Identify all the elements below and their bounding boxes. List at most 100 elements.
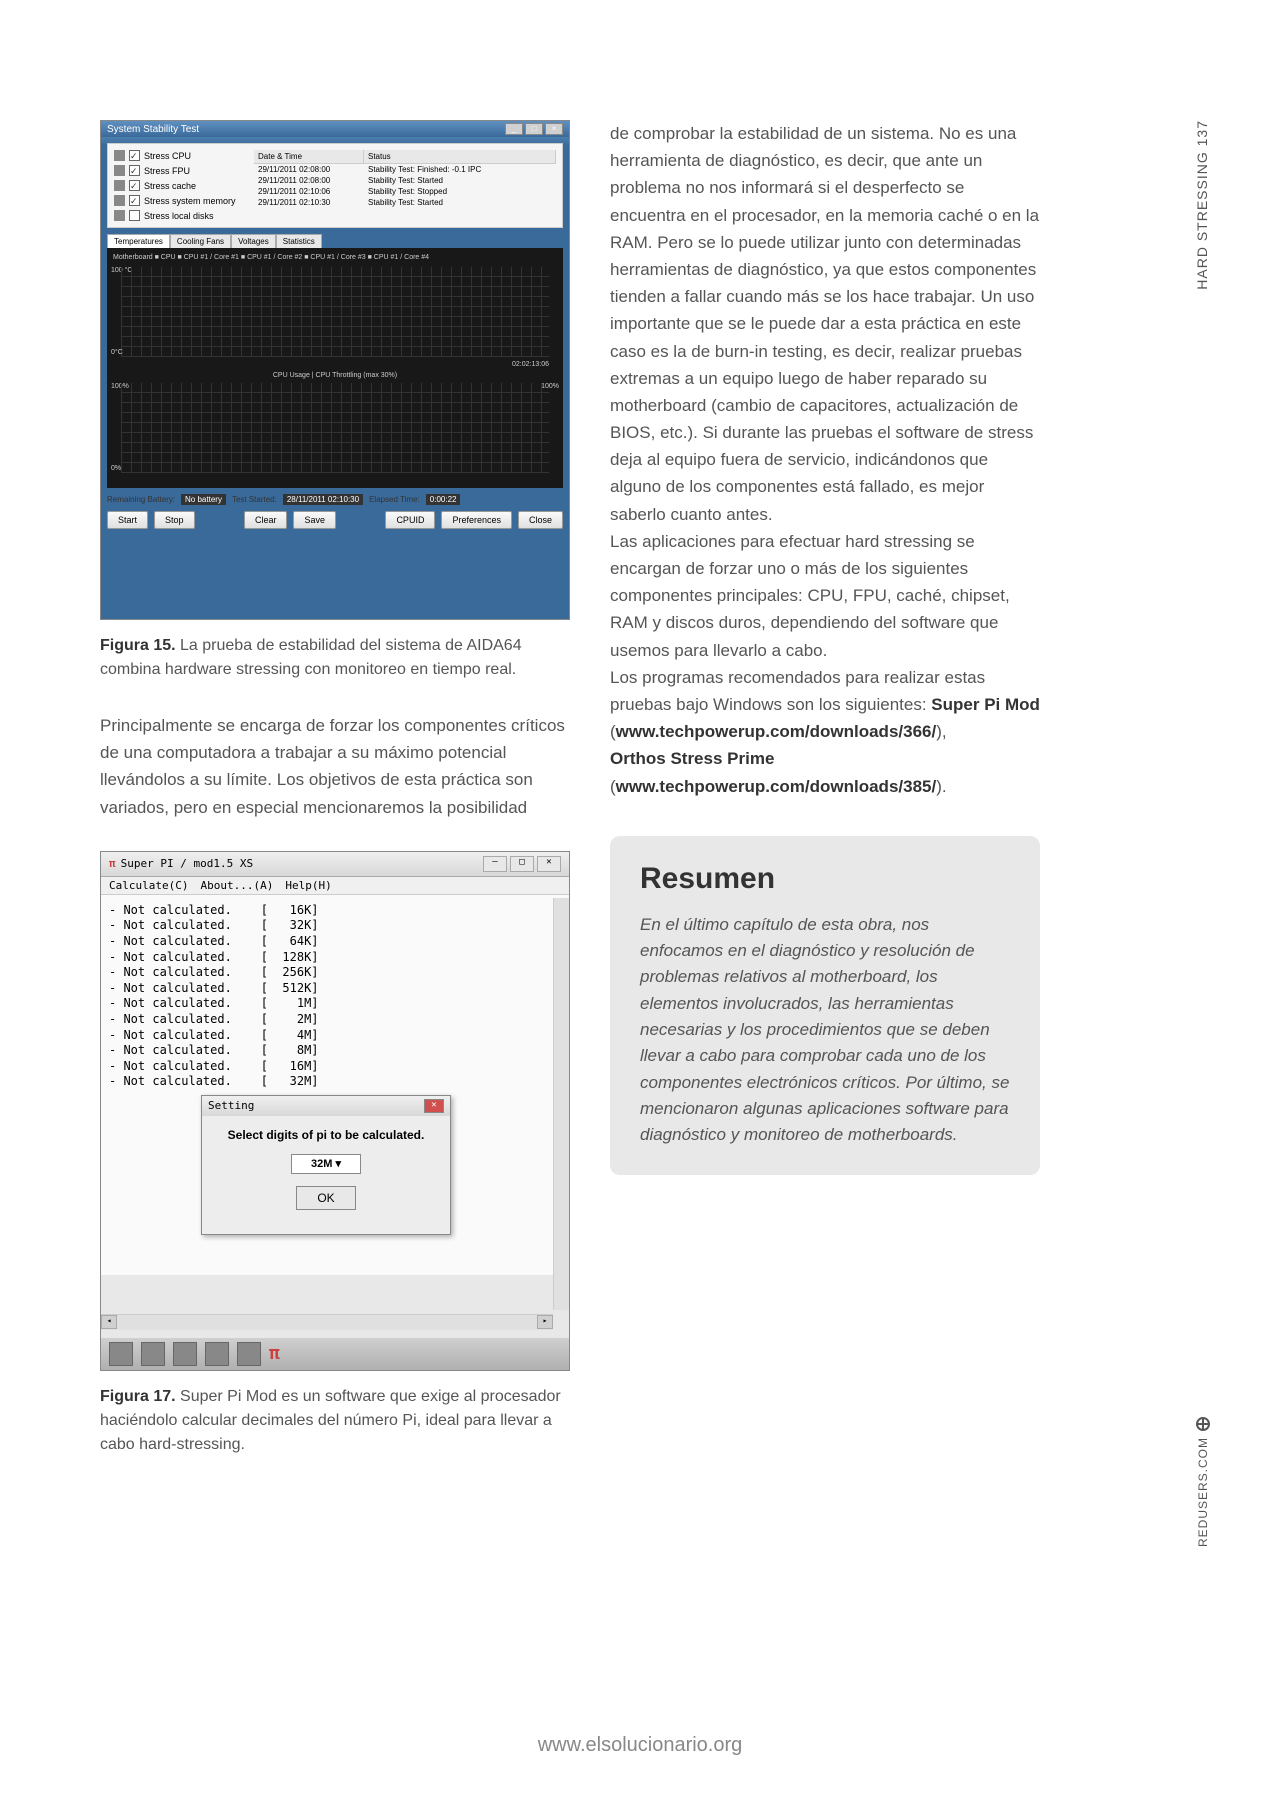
- close-icon[interactable]: ×: [545, 123, 563, 135]
- btn-group-mid: Clear Save: [244, 511, 336, 529]
- summary-body: En el último capítulo de esta obra, nos …: [640, 912, 1010, 1149]
- minimize-icon[interactable]: —: [483, 856, 507, 872]
- cell-status: Stability Test: Started: [364, 197, 556, 208]
- figure-15-label: Figura 15.: [100, 637, 176, 654]
- list-item: - Not calculated. [ 16M]: [109, 1059, 561, 1075]
- list-item: - Not calculated. [ 8M]: [109, 1043, 561, 1059]
- horizontal-scrollbar[interactable]: ◂ ▸: [101, 1314, 553, 1330]
- checkbox-icon[interactable]: [129, 165, 140, 176]
- side-footer: REDUSERS.COM: [1196, 1417, 1210, 1547]
- taskbar: π: [101, 1338, 569, 1370]
- check-stress-disks[interactable]: Stress local disks: [114, 210, 244, 221]
- cpu-usage-chart: [121, 383, 549, 473]
- minimize-icon[interactable]: _: [505, 123, 523, 135]
- list-item: - Not calculated. [ 64K]: [109, 934, 561, 950]
- taskbar-icon[interactable]: [237, 1342, 261, 1366]
- check-label: Stress cache: [144, 181, 196, 191]
- aida-status-row: Remaining Battery: No battery Test Start…: [107, 494, 563, 505]
- superpi-body: - Not calculated. [ 16K] - Not calculate…: [101, 895, 569, 1275]
- menu-help[interactable]: Help(H): [285, 879, 331, 892]
- taskbar-icon[interactable]: [205, 1342, 229, 1366]
- list-item: - Not calculated. [ 128K]: [109, 950, 561, 966]
- usage-title: CPU Usage | CPU Throttling (max 30%): [111, 372, 559, 379]
- clear-button[interactable]: Clear: [244, 511, 288, 529]
- check-stress-fpu[interactable]: Stress FPU: [114, 165, 244, 176]
- list-item: - Not calculated. [ 32K]: [109, 918, 561, 934]
- dialog-prompt: Select digits of pi to be calculated.: [214, 1128, 438, 1144]
- table-row: 29/11/2011 02:10:30Stability Test: Start…: [254, 197, 556, 208]
- table-row: 29/11/2011 02:08:00Stability Test: Start…: [254, 175, 556, 186]
- scroll-left-icon[interactable]: ◂: [101, 1315, 117, 1329]
- chevron-down-icon: ▾: [335, 1158, 341, 1170]
- table-row: 29/11/2011 02:08:00Stability Test: Finis…: [254, 164, 556, 175]
- start-button[interactable]: Start: [107, 511, 148, 529]
- page-content: System Stability Test _ □ × Stress CPU S…: [100, 120, 1110, 1457]
- check-label: Stress system memory: [144, 196, 236, 206]
- aida-check-panel: Stress CPU Stress FPU Stress cache Stres…: [107, 143, 563, 228]
- superpi-title-text: Super PI / mod1.5 XS: [121, 857, 253, 870]
- cell-status: Stability Test: Started: [364, 175, 556, 186]
- close-icon[interactable]: ✕: [537, 856, 561, 872]
- preferences-button[interactable]: Preferences: [441, 511, 512, 529]
- list-item: - Not calculated. [ 512K]: [109, 981, 561, 997]
- tab-temperatures[interactable]: Temperatures: [107, 234, 170, 248]
- tab-statistics[interactable]: Statistics: [276, 234, 322, 248]
- save-button[interactable]: Save: [293, 511, 336, 529]
- taskbar-icon[interactable]: [173, 1342, 197, 1366]
- superpi-screenshot: π Super PI / mod1.5 XS — □ ✕ Calculate(C…: [100, 851, 570, 1371]
- checkbox-icon[interactable]: [129, 195, 140, 206]
- figure-17-caption: Figura 17. Super Pi Mod es un software q…: [100, 1385, 570, 1457]
- tab-cooling-fans[interactable]: Cooling Fans: [170, 234, 231, 248]
- dialog-titlebar: Setting ✕: [202, 1096, 450, 1116]
- temp-min-label: 0°C: [111, 349, 123, 356]
- cell-status: Stability Test: Stopped: [364, 186, 556, 197]
- stop-button[interactable]: Stop: [154, 511, 195, 529]
- list-item: - Not calculated. [ 4M]: [109, 1028, 561, 1044]
- orthos-name: Orthos Stress Prime: [610, 749, 774, 768]
- tab-voltages[interactable]: Voltages: [231, 234, 276, 248]
- aida-titlebar: System Stability Test _ □ ×: [101, 121, 569, 137]
- figure-15-caption: Figura 15. La prueba de estabilidad del …: [100, 634, 570, 682]
- superpi-url: www.techpowerup.com/downloads/366/: [616, 722, 937, 741]
- globe-icon: [1196, 1417, 1210, 1431]
- check-stress-memory[interactable]: Stress system memory: [114, 195, 244, 206]
- checkbox-icon[interactable]: [129, 180, 140, 191]
- taskbar-icon[interactable]: [141, 1342, 165, 1366]
- checkbox-icon[interactable]: [129, 210, 140, 221]
- para-4: Las aplicaciones para efectuar hard stre…: [610, 532, 1010, 660]
- checkbox-icon[interactable]: [129, 150, 140, 161]
- para-1: de comprobar la estabilidad de un sistem…: [610, 124, 1039, 306]
- ok-button[interactable]: OK: [296, 1186, 356, 1210]
- close-button[interactable]: Close: [518, 511, 563, 529]
- cell-status: Stability Test: Finished: -0.1 IPC: [364, 164, 556, 175]
- close-icon[interactable]: ✕: [424, 1099, 444, 1113]
- fpu-icon: [114, 165, 125, 176]
- table-header: Date & Time Status: [254, 150, 556, 164]
- menu-calculate[interactable]: Calculate(C): [109, 879, 188, 892]
- cell-date: 29/11/2011 02:10:06: [254, 186, 364, 197]
- check-stress-cpu[interactable]: Stress CPU: [114, 150, 244, 161]
- cell-date: 29/11/2011 02:10:30: [254, 197, 364, 208]
- left-column: System Stability Test _ □ × Stress CPU S…: [100, 120, 570, 1457]
- btn-group-left: Start Stop: [107, 511, 195, 529]
- cell-date: 29/11/2011 02:08:00: [254, 175, 364, 186]
- menu-about[interactable]: About...(A): [200, 879, 273, 892]
- summary-box: Resumen En el último capítulo de esta ob…: [610, 836, 1040, 1175]
- select-value: 32M: [311, 1158, 332, 1170]
- vertical-scrollbar[interactable]: [553, 898, 569, 1310]
- taskbar-icon[interactable]: [109, 1342, 133, 1366]
- digits-select[interactable]: 32M ▾: [291, 1154, 361, 1174]
- pi-icon[interactable]: π: [269, 1343, 280, 1364]
- maximize-icon[interactable]: □: [510, 856, 534, 872]
- superpi-dialog: Setting ✕ Select digits of pi to be calc…: [201, 1095, 451, 1235]
- window-controls: — □ ✕: [483, 856, 561, 872]
- right-body-block: de comprobar la estabilidad de un sistem…: [610, 120, 1040, 800]
- orthos-url: www.techpowerup.com/downloads/385/: [616, 777, 937, 796]
- memory-icon: [114, 195, 125, 206]
- list-item: - Not calculated. [ 1M]: [109, 996, 561, 1012]
- cpuid-button[interactable]: CPUID: [385, 511, 435, 529]
- check-stress-cache[interactable]: Stress cache: [114, 180, 244, 191]
- maximize-icon[interactable]: □: [525, 123, 543, 135]
- disk-icon: [114, 210, 125, 221]
- scroll-right-icon[interactable]: ▸: [537, 1315, 553, 1329]
